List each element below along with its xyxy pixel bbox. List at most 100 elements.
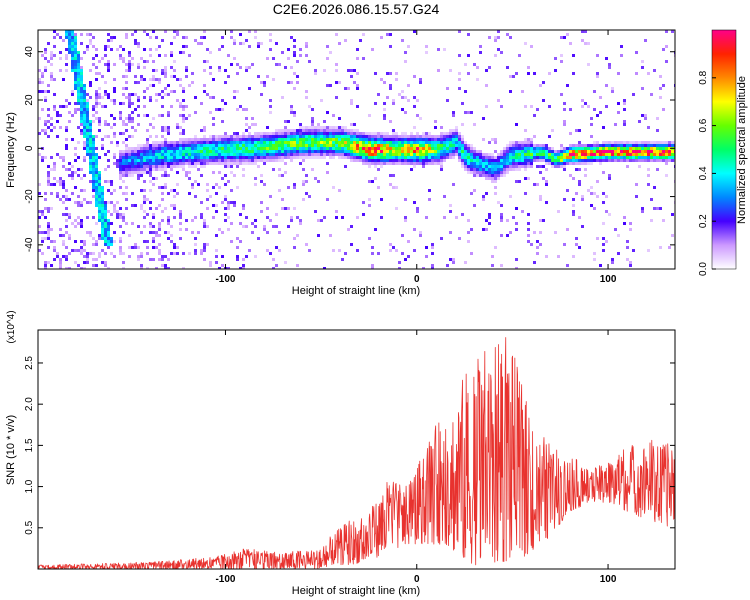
heatmap-cell [530, 162, 533, 165]
heatmap-cell [359, 135, 362, 138]
heatmap-cell [89, 126, 92, 129]
heatmap-cell [74, 36, 77, 39]
heatmap-cell [560, 60, 563, 63]
heatmap-cell [164, 159, 167, 162]
heatmap-cell [284, 207, 287, 210]
heatmap-cell [419, 156, 422, 159]
heatmap-cell [98, 174, 101, 177]
heatmap-cell [629, 147, 632, 150]
heatmap-cell [56, 120, 59, 123]
heatmap-cell [44, 96, 47, 99]
heatmap-cell [311, 123, 314, 126]
heatmap-cell [71, 63, 74, 66]
x-tick-label: 0 [414, 574, 420, 585]
heatmap-cell [242, 144, 245, 147]
heatmap-cell [596, 156, 599, 159]
heatmap-cell [377, 150, 380, 153]
heatmap-cell [38, 231, 41, 234]
heatmap-cell [104, 240, 107, 243]
heatmap-cell [185, 69, 188, 72]
heatmap-cell [83, 243, 86, 246]
heatmap-cell [137, 174, 140, 177]
heatmap-cell [344, 147, 347, 150]
heatmap-cell [236, 258, 239, 261]
heatmap-cell [134, 156, 137, 159]
heatmap-cell [155, 159, 158, 162]
heatmap-cell [131, 150, 134, 153]
heatmap-cell [404, 147, 407, 150]
figure-title: C2E6.2026.086.15.57.G24 [273, 1, 440, 17]
heatmap-cell [485, 105, 488, 108]
heatmap-cell [554, 57, 557, 60]
heatmap-cell [224, 219, 227, 222]
heatmap-cell [638, 153, 641, 156]
heatmap-cell [284, 135, 287, 138]
heatmap-cell [173, 207, 176, 210]
heatmap-cell [482, 117, 485, 120]
heatmap-cell [440, 138, 443, 141]
heatmap-cell [527, 234, 530, 237]
heatmap-cell [377, 132, 380, 135]
heatmap-cell [230, 138, 233, 141]
heatmap-cell [464, 162, 467, 165]
heatmap-cell [74, 39, 77, 42]
heatmap-cell [74, 81, 77, 84]
heatmap-cell [425, 141, 428, 144]
heatmap-cell [401, 150, 404, 153]
heatmap-cell [125, 198, 128, 201]
heatmap-cell [158, 54, 161, 57]
heatmap-cell [440, 153, 443, 156]
heatmap-cell [128, 168, 131, 171]
heatmap-cell [368, 114, 371, 117]
heatmap-cell [251, 153, 254, 156]
heatmap-cell [413, 138, 416, 141]
heatmap-cell [59, 228, 62, 231]
heatmap-cell [392, 135, 395, 138]
heatmap-cell [176, 183, 179, 186]
heatmap-cell [233, 150, 236, 153]
heatmap-cell [137, 159, 140, 162]
heatmap-cell [110, 240, 113, 243]
heatmap-cell [197, 156, 200, 159]
heatmap-cell [230, 159, 233, 162]
heatmap-cell [98, 219, 101, 222]
heatmap-cell [221, 255, 224, 258]
heatmap-cell [74, 75, 77, 78]
y-tick-label: 20 [24, 94, 35, 106]
heatmap-cell [272, 156, 275, 159]
heatmap-cell [611, 159, 614, 162]
heatmap-cell [68, 33, 71, 36]
heatmap-cell [425, 246, 428, 249]
heatmap-cell [110, 48, 113, 51]
heatmap-cell [653, 156, 656, 159]
heatmap-cell [44, 207, 47, 210]
heatmap-cell [89, 135, 92, 138]
heatmap-cell [71, 69, 74, 72]
heatmap-cell [419, 144, 422, 147]
heatmap-cell [236, 147, 239, 150]
heatmap-cell [401, 141, 404, 144]
heatmap-cell [449, 231, 452, 234]
heatmap-cell [338, 150, 341, 153]
heatmap-cell [197, 153, 200, 156]
heatmap-cell [47, 177, 50, 180]
heatmap-cell [254, 30, 257, 33]
heatmap-cell [506, 144, 509, 147]
heatmap-cell [233, 162, 236, 165]
heatmap-cell [383, 156, 386, 159]
heatmap-cell [68, 45, 71, 48]
heatmap-cell [356, 138, 359, 141]
heatmap-cell [161, 255, 164, 258]
heatmap-cell [227, 180, 230, 183]
heatmap-cell [377, 93, 380, 96]
heatmap-cell [281, 207, 284, 210]
heatmap-cell [128, 135, 131, 138]
heatmap-cell [269, 219, 272, 222]
heatmap-cell [320, 129, 323, 132]
heatmap-cell [128, 69, 131, 72]
heatmap-cell [359, 147, 362, 150]
heatmap-cell [536, 183, 539, 186]
heatmap-cell [407, 147, 410, 150]
heatmap-cell [173, 189, 176, 192]
heatmap-cell [515, 207, 518, 210]
